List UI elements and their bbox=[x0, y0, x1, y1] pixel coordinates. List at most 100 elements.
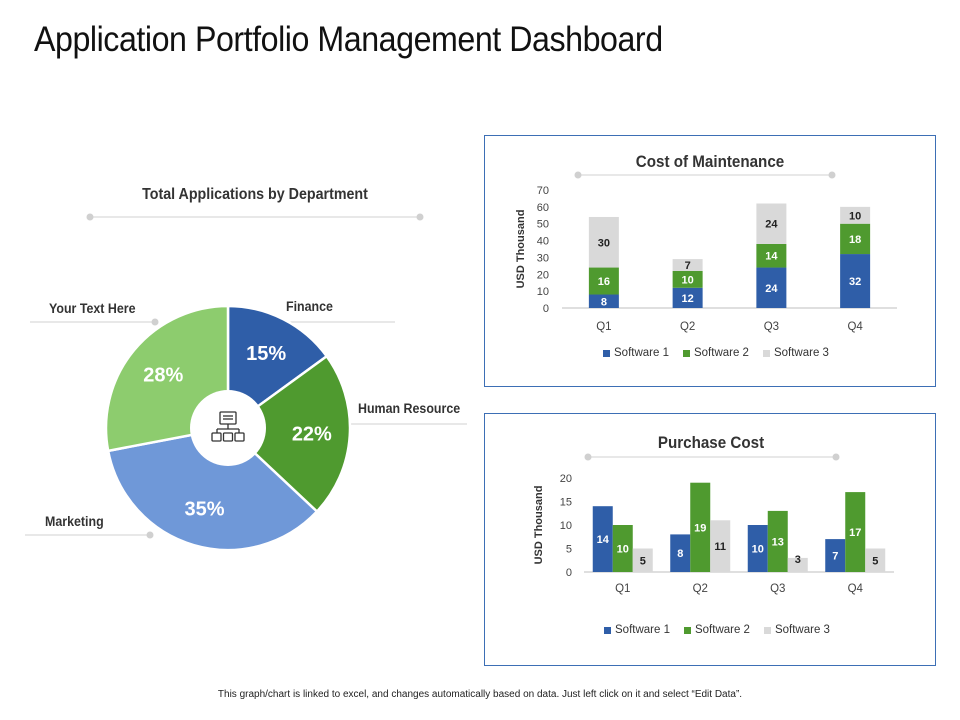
y-tick-label: 50 bbox=[537, 219, 549, 231]
org-chart-icon bbox=[211, 411, 245, 442]
bar-software-2-q2[interactable] bbox=[690, 482, 711, 572]
swatch-software-2 bbox=[683, 626, 691, 634]
bar-data-label: 8 bbox=[601, 296, 607, 308]
bar-data-label: 24 bbox=[765, 283, 778, 295]
pie-chart-title: Total Applications by Department bbox=[142, 186, 368, 203]
bar-software-2-q2[interactable] bbox=[672, 270, 703, 288]
bar-data-label: 24 bbox=[765, 219, 778, 231]
bar-software-1-q3[interactable] bbox=[747, 525, 768, 572]
bar-data-label: 5 bbox=[640, 555, 646, 567]
bar-software-3-q4[interactable] bbox=[865, 548, 886, 573]
bar-data-label: 30 bbox=[598, 237, 610, 249]
legend-label: Software 1 bbox=[614, 347, 669, 359]
legend-label: Software 2 bbox=[693, 347, 749, 359]
swatch-software-3 bbox=[763, 626, 771, 634]
bar-software-3-q2[interactable] bbox=[710, 520, 731, 572]
legend-label: Software 3 bbox=[774, 624, 830, 636]
pie-slice-human-resource[interactable] bbox=[226, 354, 352, 514]
bar-software-1-q4[interactable] bbox=[840, 254, 871, 308]
bar-software-2-q1[interactable] bbox=[612, 525, 633, 572]
pie-slice-finance[interactable] bbox=[226, 304, 329, 431]
bar-data-label: 12 bbox=[682, 293, 694, 305]
swatch-software-3 bbox=[762, 349, 770, 357]
bar-data-label: 17 bbox=[849, 527, 861, 539]
page-title: Application Portfolio Management Dashboa… bbox=[34, 20, 663, 59]
y-tick-label: 0 bbox=[543, 303, 549, 315]
bar-software-1-q2[interactable] bbox=[672, 287, 703, 308]
bar-software-1-q4[interactable] bbox=[825, 539, 846, 572]
bar-data-label: 16 bbox=[598, 276, 610, 288]
y-tick-label: 20 bbox=[537, 269, 549, 281]
pie-slice-percent: 35% bbox=[185, 499, 225, 521]
x-tick-label: Q3 bbox=[764, 321, 779, 333]
legend-software-1[interactable]: Software 1 bbox=[604, 624, 670, 636]
pie-slice-percent: 28% bbox=[143, 364, 183, 386]
pie-slice-percent: 22% bbox=[292, 423, 332, 445]
bar-data-label: 13 bbox=[772, 536, 784, 548]
bar-software-1-q2[interactable] bbox=[670, 534, 691, 572]
legend-software-3[interactable]: Software 3 bbox=[763, 624, 830, 636]
bar-data-label: 11 bbox=[714, 541, 726, 553]
legend-label: Software 3 bbox=[773, 347, 829, 359]
label-human-resource: Human Resource bbox=[358, 401, 461, 416]
bar-data-label: 8 bbox=[677, 548, 683, 560]
bar-software-3-q3[interactable] bbox=[756, 203, 787, 244]
purchase-chart-title: Purchase Cost bbox=[657, 434, 765, 452]
bar-software-3-q1[interactable] bbox=[632, 548, 653, 573]
legend-label: Software 1 bbox=[615, 624, 670, 636]
pie-slice-marketing[interactable] bbox=[106, 426, 319, 552]
x-tick-label: Q1 bbox=[615, 583, 630, 595]
swatch-software-2 bbox=[682, 349, 690, 357]
bar-data-label: 14 bbox=[765, 251, 778, 263]
y-tick-label: 0 bbox=[566, 567, 572, 579]
bar-software-3-q4[interactable] bbox=[840, 206, 871, 224]
label-your-text-here: Your Text Here bbox=[49, 301, 136, 316]
y-tick-label: 40 bbox=[537, 236, 549, 248]
bar-software-2-q4[interactable] bbox=[840, 223, 871, 255]
maintenance-chart-title: Cost of Maintenance bbox=[635, 153, 785, 171]
y-tick-label: 30 bbox=[537, 252, 549, 264]
bar-data-label: 32 bbox=[849, 276, 861, 288]
y-axis-label: USD Thousand bbox=[515, 210, 527, 289]
legend-software-3[interactable]: Software 3 bbox=[762, 347, 829, 359]
x-tick-label: Q4 bbox=[847, 321, 863, 333]
bar-software-3-q2[interactable] bbox=[672, 259, 703, 271]
title-underline-dot bbox=[584, 453, 592, 461]
swatch-software-1 bbox=[604, 626, 611, 634]
y-axis-label: USD Thousand bbox=[533, 486, 545, 565]
bar-software-2-q3[interactable] bbox=[767, 510, 788, 572]
legend-software-2[interactable]: Software 2 bbox=[683, 624, 750, 636]
legend-label: Software 2 bbox=[694, 624, 750, 636]
bar-software-2-q3[interactable] bbox=[756, 243, 787, 268]
legend-software-1[interactable]: Software 1 bbox=[603, 347, 669, 359]
y-tick-label: 10 bbox=[560, 520, 572, 532]
bar-data-label: 10 bbox=[849, 210, 861, 222]
bar-data-label: 5 bbox=[872, 555, 878, 567]
swatch-software-1 bbox=[603, 349, 610, 357]
x-tick-label: Q2 bbox=[680, 321, 695, 333]
bar-data-label: 3 bbox=[795, 554, 801, 566]
y-tick-label: 60 bbox=[537, 202, 549, 214]
x-tick-label: Q1 bbox=[596, 321, 611, 333]
x-tick-label: Q4 bbox=[848, 583, 864, 595]
bar-software-3-q1[interactable] bbox=[588, 216, 619, 268]
bar-software-3-q3[interactable] bbox=[787, 557, 808, 572]
bar-software-2-q1[interactable] bbox=[588, 267, 619, 295]
pie-slice-percent: 15% bbox=[246, 343, 286, 365]
bar-software-1-q1[interactable] bbox=[588, 294, 619, 308]
bar-software-2-q4[interactable] bbox=[845, 492, 866, 572]
legend-software-2[interactable]: Software 2 bbox=[682, 347, 749, 359]
title-underline-dot bbox=[832, 453, 840, 461]
bar-data-label: 10 bbox=[682, 274, 694, 286]
title-underline-dot bbox=[574, 171, 582, 179]
bar-software-1-q3[interactable] bbox=[756, 267, 787, 308]
bar-data-label: 14 bbox=[597, 534, 610, 546]
label-marketing: Marketing bbox=[45, 514, 104, 529]
bar-data-label: 10 bbox=[617, 544, 629, 556]
bar-software-1-q1[interactable] bbox=[592, 506, 613, 572]
y-tick-label: 5 bbox=[566, 544, 572, 556]
label-finance: Finance bbox=[286, 299, 333, 314]
